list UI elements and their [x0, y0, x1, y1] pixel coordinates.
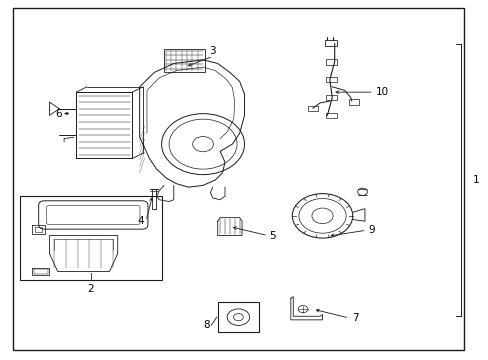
Bar — [326, 95, 336, 100]
Bar — [326, 59, 336, 64]
Text: 10: 10 — [375, 87, 388, 97]
Text: 1: 1 — [472, 175, 478, 185]
Text: 8: 8 — [203, 320, 210, 330]
Text: 3: 3 — [209, 46, 216, 56]
Bar — [163, 49, 205, 72]
Bar — [307, 106, 317, 111]
Bar — [326, 77, 336, 82]
Text: 9: 9 — [368, 225, 375, 235]
Bar — [348, 99, 358, 105]
Text: 6: 6 — [55, 109, 61, 119]
Bar — [325, 40, 336, 45]
Text: 7: 7 — [351, 313, 358, 323]
Bar — [326, 113, 336, 118]
Text: 4: 4 — [138, 216, 144, 226]
Bar — [217, 302, 259, 332]
Bar — [20, 196, 161, 280]
Text: 5: 5 — [268, 231, 275, 240]
Text: 2: 2 — [87, 284, 94, 294]
